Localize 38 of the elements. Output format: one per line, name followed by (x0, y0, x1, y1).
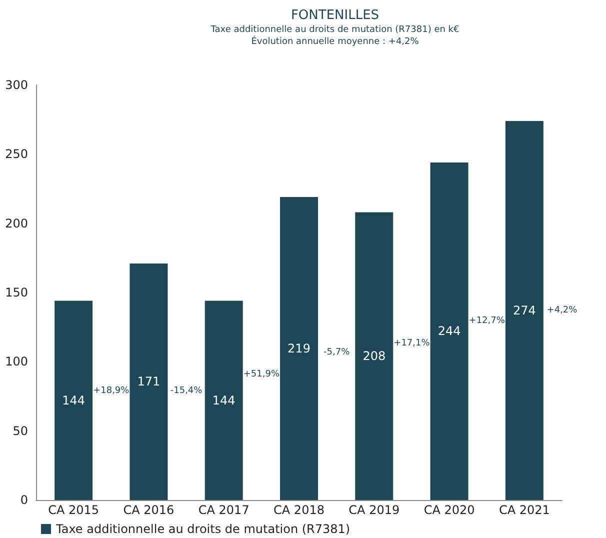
chart-subtitle: Taxe additionnelle au droits de mutation (R7381) en k€ Évolution annuelle moyenne : +4,2% (210, 25, 460, 47)
data-label: 208 (362, 349, 386, 364)
bar (130, 263, 168, 500)
annotation: -5,7% (324, 347, 350, 358)
x-tick-label: CA 2018 (274, 503, 324, 517)
x-tick-label: CA 2015 (48, 503, 100, 517)
data-label: 274 (512, 303, 536, 318)
data-label: 244 (438, 324, 461, 338)
y-tick-label: 100 (5, 354, 28, 369)
bar (204, 300, 243, 500)
annotation: +4,2% (546, 305, 578, 316)
bar (280, 197, 318, 500)
annotation: +18,9% (93, 386, 130, 396)
annotation: -15,4% (170, 386, 203, 396)
x-tick-label: CA 2016 (123, 503, 174, 517)
data-label: 219 (288, 342, 310, 356)
x-tick-label: CA 2021 (498, 503, 550, 517)
x-tick-label: CA 2019 (348, 503, 400, 517)
y-tick-label: 250 (5, 147, 28, 162)
data-label: 171 (137, 374, 160, 389)
annotation: +51,9% (243, 369, 280, 380)
y-tick-label: 0 (20, 493, 28, 507)
x-tick-label: CA 2017 (198, 503, 250, 517)
y-tick-label: 200 (5, 216, 28, 230)
y-tick-label: 150 (5, 286, 28, 300)
chart-title: FONTENILLES (290, 8, 380, 23)
bar (54, 300, 93, 500)
x-tick-label: CA 2020 (424, 503, 475, 517)
annotation: +17,1% (394, 338, 430, 349)
y-tick-label: 300 (5, 78, 28, 92)
y-tick-label: 50 (12, 424, 28, 438)
bar (505, 120, 544, 500)
legend-label: Taxe additionnelle au droits de mutation (R7381) (55, 522, 350, 536)
bar (355, 212, 394, 500)
annotation: +12,7% (468, 316, 506, 326)
data-label: 144 (212, 393, 236, 408)
bar (430, 162, 468, 500)
data-label: 144 (62, 393, 86, 408)
